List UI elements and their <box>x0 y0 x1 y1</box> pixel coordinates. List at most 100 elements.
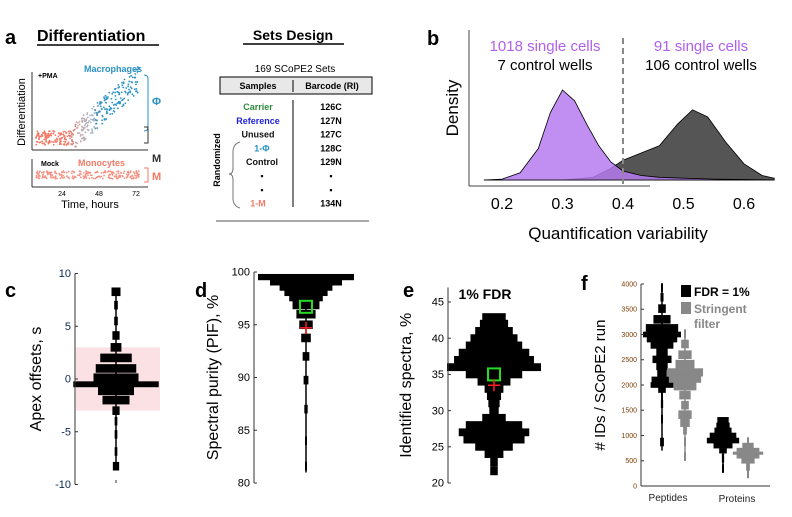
cell-point <box>96 127 99 129</box>
cell-point <box>105 118 108 120</box>
cell-point <box>97 105 99 107</box>
mock-cell-point <box>72 177 75 180</box>
cell-point <box>101 122 104 125</box>
cell-point <box>103 99 106 102</box>
cell-point <box>87 129 90 132</box>
barcode-value: 134N <box>320 199 342 209</box>
cell-point <box>59 133 62 136</box>
ids-per-run-violins: 4000 3500 3000 2500 2000 1500 1000 500 0 # IDs / … <box>592 281 770 505</box>
cell-point <box>51 140 53 143</box>
sample-name: Carrier <box>243 102 273 112</box>
m-symbol-bottom: M <box>152 171 161 183</box>
barcode-value: 126C <box>320 102 342 112</box>
y-tick-label: -5 <box>61 426 71 438</box>
mock-cell-point <box>133 172 136 175</box>
y-axis-label: # IDs / SCoPE2 run <box>592 320 609 451</box>
mock-cell-point <box>129 171 132 174</box>
mock-cell-point <box>125 173 128 176</box>
x-tick-label: 0.6 <box>733 196 755 213</box>
cell-point <box>133 88 136 91</box>
mock-cell-point <box>100 171 103 174</box>
mock-cell-point <box>88 172 91 175</box>
cell-point <box>70 135 73 138</box>
mock-cell-point <box>43 170 45 173</box>
y-axis-label: Identified spectra, % <box>398 313 415 458</box>
identified-spectra-violin: 45 40 35 30 25 20 Identified spectra, % 1% FDR <box>398 286 541 490</box>
cell-point <box>128 80 131 83</box>
cell-point <box>127 99 130 101</box>
barcode-value: 127N <box>320 116 342 126</box>
spectral-purity-violin: 100 95 90 85 80 Spectral purity (PIF), % <box>205 267 354 490</box>
cell-point <box>44 137 47 139</box>
cell-point <box>48 130 50 133</box>
x-tick: 48 <box>95 191 103 198</box>
cell-point <box>62 133 65 136</box>
cell-point <box>108 108 111 111</box>
cell-point <box>90 114 93 116</box>
cell-point <box>65 144 68 146</box>
cell-point <box>74 141 77 144</box>
barcode-value: ▪ <box>329 171 332 181</box>
cell-point <box>41 133 43 136</box>
right-controls-annotation: 106 control wells <box>645 57 757 74</box>
mock-cell-point <box>127 173 130 176</box>
left-controls-annotation: 7 control wells <box>497 57 592 74</box>
panel-label-e: e <box>403 280 414 302</box>
mock-cell-point <box>41 175 44 178</box>
y-tick-label: 25 <box>432 441 444 453</box>
cell-point <box>58 138 61 140</box>
cell-point <box>122 81 125 84</box>
cell-point <box>86 116 89 119</box>
mock-cell-point <box>131 174 134 177</box>
cell-point <box>63 143 66 146</box>
cell-point <box>92 105 95 108</box>
cell-point <box>112 104 115 106</box>
median-marker <box>299 299 313 314</box>
violin-bin <box>258 273 354 281</box>
cell-point <box>52 132 55 135</box>
cell-point <box>136 91 139 94</box>
cell-point <box>102 106 105 109</box>
cell-point <box>79 135 82 137</box>
mock-cell-point <box>102 171 105 174</box>
mock-cell-point <box>88 177 91 180</box>
y-tick-label: 3500 <box>621 307 637 314</box>
cell-point <box>85 119 88 122</box>
cell-point <box>90 128 93 131</box>
cell-point <box>133 68 136 71</box>
header-samples: Samples <box>239 81 276 91</box>
cell-point <box>108 105 111 108</box>
cell-point <box>87 121 90 124</box>
cell-point <box>100 101 103 104</box>
mock-cell-point <box>92 177 95 180</box>
cell-point <box>111 92 114 95</box>
cell-point <box>45 141 48 143</box>
cell-point <box>37 134 40 137</box>
cell-point <box>49 134 52 137</box>
cell-point <box>79 140 82 143</box>
cell-point <box>56 138 59 141</box>
sample-name: ▪ <box>260 185 263 195</box>
mock-cell-point <box>96 176 99 179</box>
cell-point <box>47 134 50 137</box>
legend-label: Stringent <box>694 302 747 316</box>
y-tick-label: 100 <box>232 267 250 279</box>
cell-point <box>45 134 47 137</box>
cell-point <box>127 85 130 88</box>
mock-cell-point <box>71 170 74 173</box>
mock-cell-point <box>50 174 52 177</box>
cell-point <box>80 117 83 120</box>
cell-point <box>105 96 108 99</box>
cell-point <box>125 87 128 89</box>
mock-cell-point <box>39 170 41 173</box>
cell-point <box>136 68 139 71</box>
x-axis-label: Time, hours <box>61 199 119 211</box>
cell-point <box>74 145 77 148</box>
mock-cell-point <box>46 173 49 176</box>
cell-point <box>36 141 39 143</box>
cell-point <box>52 143 55 146</box>
sample-name: Control <box>246 157 278 167</box>
cell-point <box>66 135 69 138</box>
cell-point <box>114 95 117 97</box>
